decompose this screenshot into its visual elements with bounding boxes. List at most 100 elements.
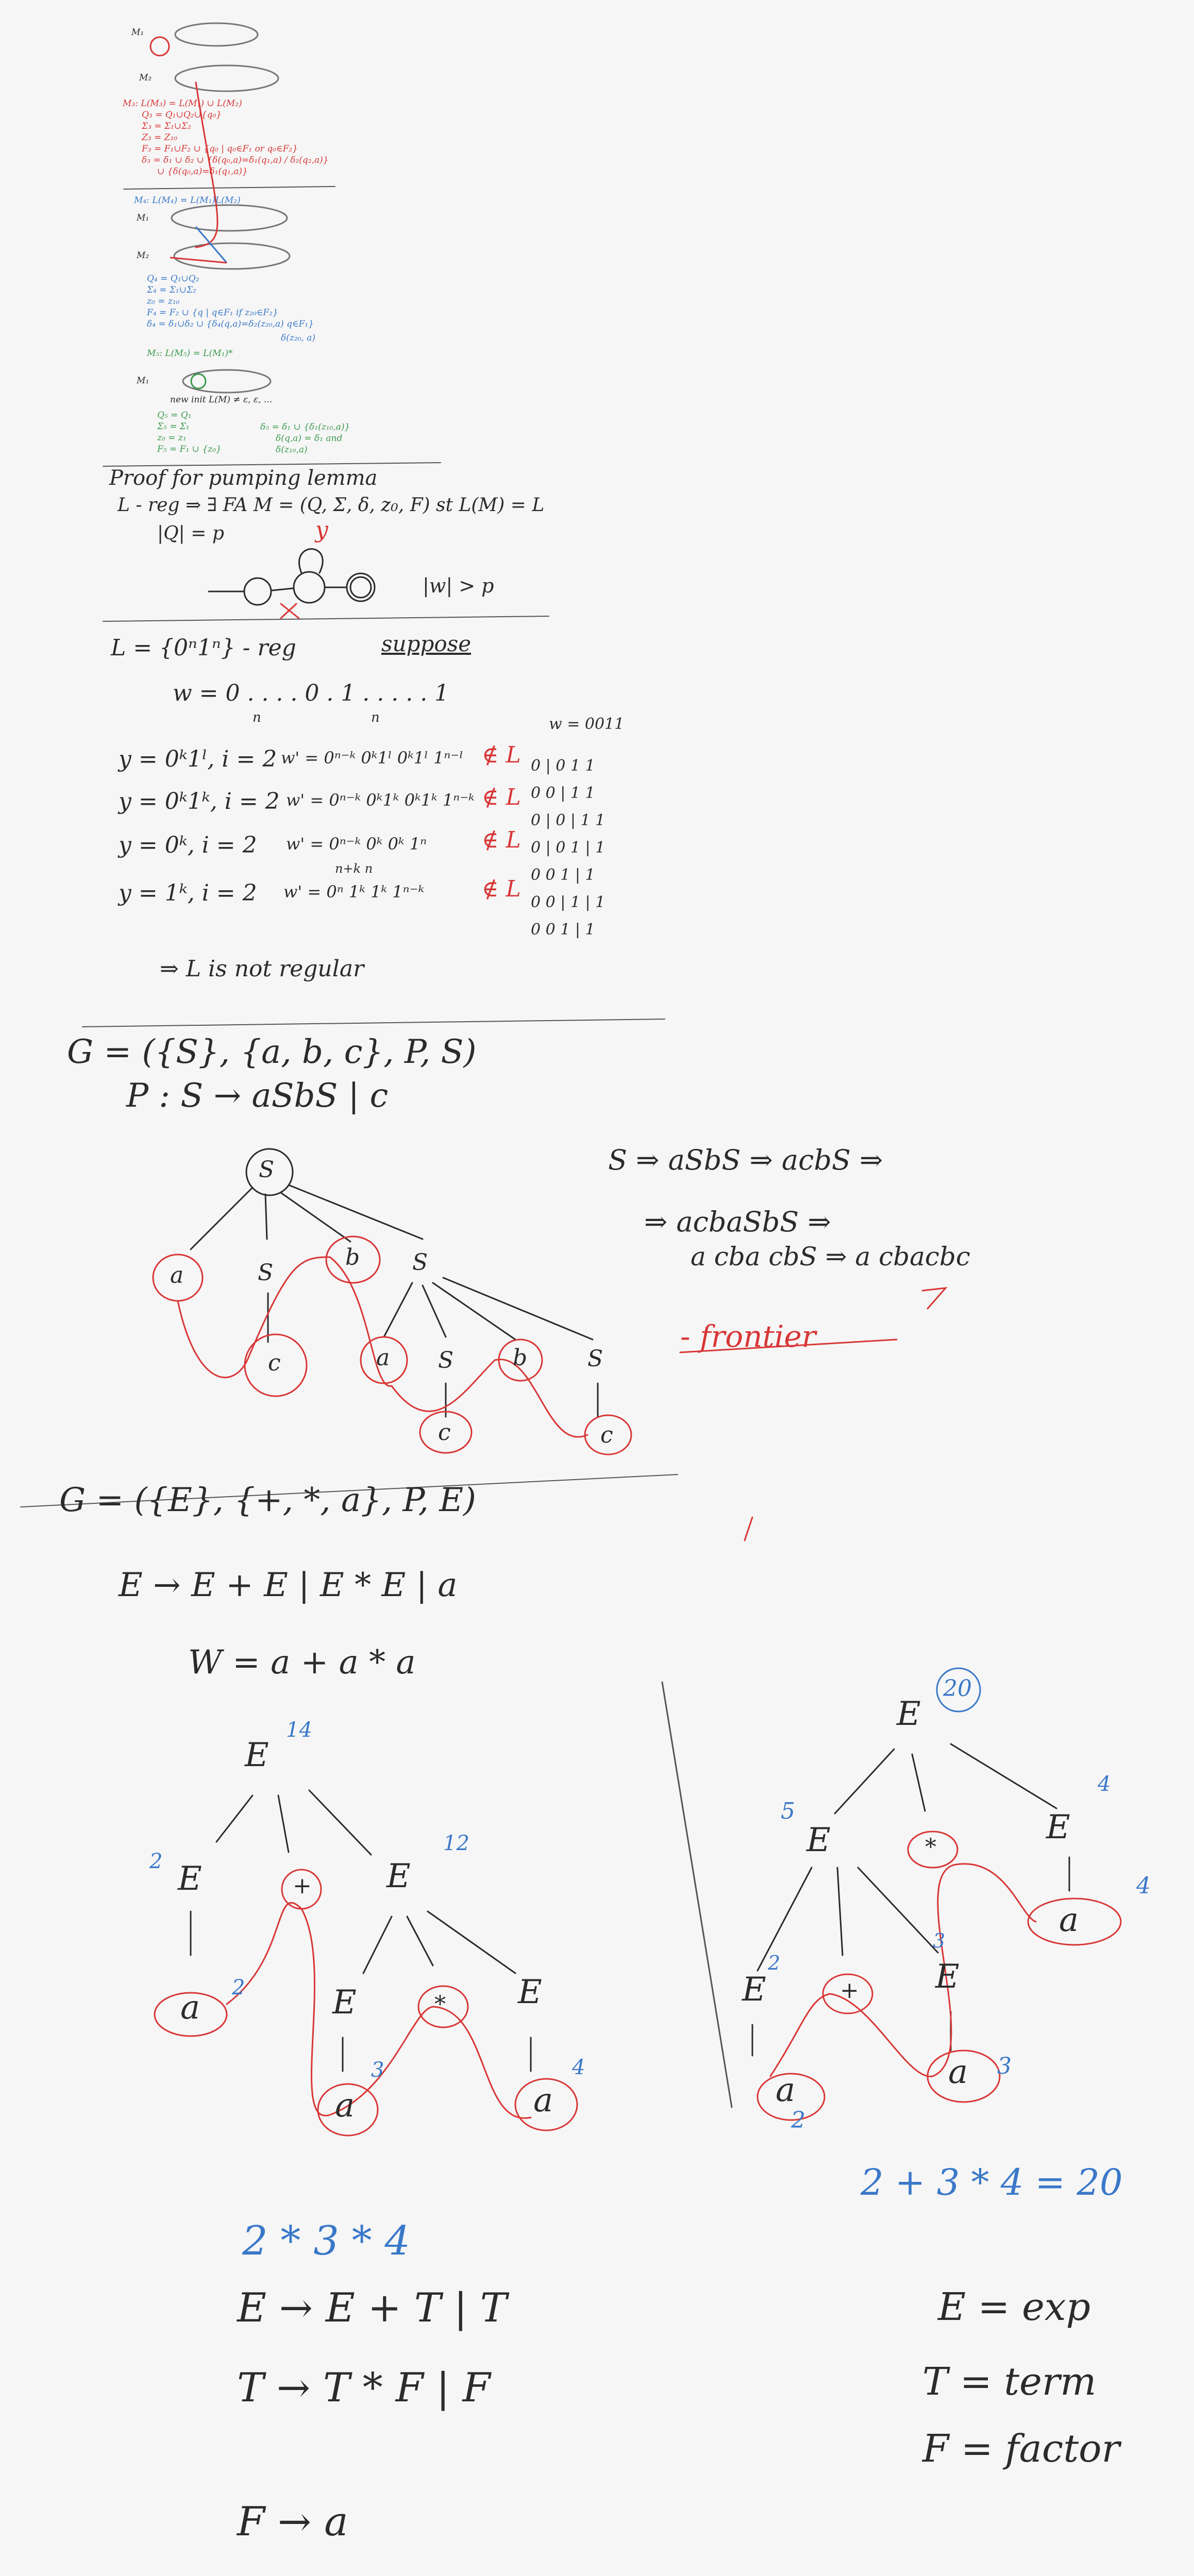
n-mark: n	[371, 710, 380, 725]
tree2-node-e: E	[386, 1857, 411, 1895]
nonreg-suppose: suppose	[381, 631, 472, 656]
star-delta-line: δ₅ = δ₁ ∪ {δ₁(z₁₀,a)}	[260, 422, 350, 432]
grammar1-production: P : S → aSbS | c	[126, 1077, 389, 1115]
concat-title: M₄: L(M₄) = L(M₁)L(M₂)	[134, 195, 241, 206]
tree2-node-a: a	[533, 2081, 553, 2120]
tree1-node-s: S	[258, 1260, 274, 1286]
pumping-line1: L - reg ⇒ ∃ FA M = (Q, Σ, δ, z₀, F) st L…	[117, 495, 545, 516]
example-split: 0 0 | 1 1	[531, 784, 595, 802]
concat-line: Σ₄ = Σ₁∪Σ₂	[147, 285, 196, 295]
tree2-value: 12	[443, 1832, 469, 1855]
grammar3-rule: E → E + T | T	[237, 2285, 507, 2331]
case-w: w' = 0ⁿ⁻ᵏ 0ᵏ1ᵏ 0ᵏ1ᵏ 1ⁿ⁻ᵏ	[286, 790, 475, 810]
union-line: δ₃ = δ₁ ∪ δ₂ ∪ {δ(q₀,a)=δ₁(q₁,a) / δ₂(q₂…	[142, 155, 329, 165]
case-w: w' = 0ⁿ 1ᵏ 1ᵏ 1ⁿ⁻ᵏ	[283, 882, 425, 902]
tree3-node-plus: +	[840, 1977, 859, 2004]
tree3-node-e: E	[742, 1971, 766, 2009]
concat-line: F₄ = F₂ ∪ {q | q∈F₁ if z₂₀∈F₂}	[147, 308, 278, 318]
case-w: w' = 0ⁿ⁻ᵏ 0ᵏ 0ᵏ 1ⁿ	[286, 834, 427, 854]
case-y: y = 0ᵏ1ᵏ, i = 2	[119, 788, 280, 815]
grammar3-rule: T → T * F | F	[237, 2365, 491, 2411]
union-line: F₃ = F₁∪F₂ ∪ {q₀ | q₀∈F₁ or q₀∈F₂}	[142, 144, 298, 154]
tree3-value: 4	[1098, 1772, 1111, 1796]
tree1-node-b: b	[513, 1345, 528, 1371]
m2-label: M₂	[139, 73, 152, 83]
union-line: Σ₃ = Σ₁∪Σ₂	[142, 121, 191, 131]
m1-label-star: M₁	[137, 376, 149, 386]
star-line: Q₅ = Q₁	[157, 410, 192, 420]
evaluation-result: 2 + 3 * 4 = 20	[861, 2161, 1123, 2204]
tree3-value: 2	[791, 2107, 805, 2133]
union-line: Q₃ = Q₁∪Q₂∪{q₀}	[142, 110, 222, 120]
star-delta: δ₅ = δ₁ ∪ {δ₁(z₁₀,a)} δ(q,a) = δ₁ and δ(…	[260, 421, 350, 455]
tree2-value: 3	[371, 2058, 384, 2082]
example-split: 0 | 0 | 1 1	[531, 811, 606, 829]
tree1-node-b: b	[345, 1244, 360, 1270]
tree2-value: 4	[572, 2056, 585, 2079]
example-split: 0 0 | 1 | 1	[531, 893, 606, 911]
tree1-node-s: S	[412, 1249, 428, 1276]
union-line: Z₃ = Z₁₀	[142, 132, 178, 143]
pumping-y-label: y	[315, 517, 328, 543]
tree3-value: 4	[1136, 1873, 1151, 1899]
example-splits: 0 | 0 1 1 0 0 | 1 1 0 | 0 | 1 1 0 | 0 1 …	[531, 752, 605, 943]
concat-line: δ₄ = δ₁∪δ₂ ∪ {δ₄(q,a)=δ₂(z₂₀,a) q∈F₁}	[147, 319, 314, 329]
grammar3-expression: 2 * 3 * 4	[242, 2218, 411, 2264]
m2-label-concat: M₂	[137, 250, 149, 261]
tree3-node-a: a	[776, 2071, 796, 2109]
concat-line: z₀ = z₁₀	[147, 296, 180, 307]
case-y: y = 0ᵏ, i = 2	[119, 832, 257, 858]
case-subscript: n+k n	[335, 861, 373, 876]
tree2-node-a: a	[180, 1989, 200, 2027]
derivation-line3: a cba cbS ⇒ a cbacbc	[691, 1242, 970, 1272]
tree2-node-e: E	[245, 1736, 269, 1774]
case-y: y = 0ᵏ1ˡ, i = 2	[119, 746, 277, 772]
example-split: 0 0 1 | 1	[531, 921, 595, 939]
case-result: ∉ L	[482, 827, 521, 853]
m1-label-concat: M₁	[137, 213, 149, 223]
tree2-node-e: E	[178, 1860, 202, 1898]
star-line: Σ₅ = Σ₁	[157, 421, 190, 432]
grammar3-legend: T = term	[922, 2360, 1097, 2404]
derivation-line2: ⇒ acbaSbS ⇒	[644, 1206, 831, 1238]
star-note: new init L(M) ≠ ε, ε, ...	[170, 395, 273, 405]
tree2-node-times: *	[434, 1991, 446, 2018]
tree3-node-e: E	[1046, 1808, 1070, 1846]
union-definition: Q₃ = Q₁∪Q₂∪{q₀} Σ₃ = Σ₁∪Σ₂ Z₃ = Z₁₀ F₃ =…	[142, 109, 329, 177]
union-title: M₃: L(M₃) = L(M₁) ∪ L(M₂)	[123, 98, 242, 109]
nonreg-w-definition: w = 0 . . . . 0 . 1 . . . . . 1	[173, 680, 449, 706]
case-w: w' = 0ⁿ⁻ᵏ 0ᵏ1ˡ 0ᵏ1ˡ 1ⁿ⁻ˡ	[281, 748, 464, 768]
nonreg-conclusion: ⇒ L is not regular	[160, 956, 364, 982]
tree2-node-a: a	[335, 2087, 355, 2125]
tree2-value: 2	[232, 1976, 245, 1999]
derivation-line1: S ⇒ aSbS ⇒ acbS ⇒	[608, 1144, 883, 1176]
example-w: w = 0011	[549, 715, 625, 733]
grammar3-rule: F → a	[237, 2499, 348, 2545]
tree3-node-e: E	[935, 1958, 960, 1996]
grammar2-production: E → E + E | E * E | a	[119, 1566, 458, 1604]
grammar2-definition: G = ({E}, {+, *, a}, P, E)	[59, 1481, 476, 1519]
concat-definition: Q₄ = Q₁∪Q₂ Σ₄ = Σ₁∪Σ₂ z₀ = z₁₀ F₄ = F₂ ∪…	[147, 273, 314, 330]
tree3-node-a: a	[948, 2053, 968, 2091]
star-delta-line: δ(q,a) = δ₁ and	[276, 433, 343, 444]
star-line: F₅ = F₁ ∪ {z₀}	[157, 444, 222, 454]
tree3-node-a: a	[1059, 1901, 1079, 1939]
star-delta-line: δ(z₁₀,a)	[276, 445, 308, 455]
grammar2-word: W = a + a * a	[188, 1643, 416, 1682]
tree1-node-c: c	[600, 1422, 613, 1448]
n-mark: n	[253, 710, 261, 725]
tree3-value: 3	[933, 1929, 946, 1952]
example-split: 0 0 1 | 1	[531, 866, 595, 884]
case-y: y = 1ᵏ, i = 2	[119, 880, 257, 906]
star-definition: Q₅ = Q₁ Σ₅ = Σ₁ z₀ = z₁ F₅ = F₁ ∪ {z₀}	[157, 410, 222, 455]
tree1-node-a: a	[170, 1262, 184, 1289]
example-split: 0 | 0 1 1	[531, 757, 595, 775]
concat-line: Q₄ = Q₁∪Q₂	[147, 274, 199, 284]
tree1-node-c: c	[438, 1419, 451, 1446]
concat-note: δ(z₂₀, a)	[281, 333, 316, 343]
tree1-node-root: S	[259, 1157, 275, 1183]
star-title: M₅: L(M₅) = L(M₁)*	[147, 348, 233, 359]
tree3-value: 3	[997, 2053, 1012, 2079]
tree3-value: 2	[768, 1952, 781, 1974]
